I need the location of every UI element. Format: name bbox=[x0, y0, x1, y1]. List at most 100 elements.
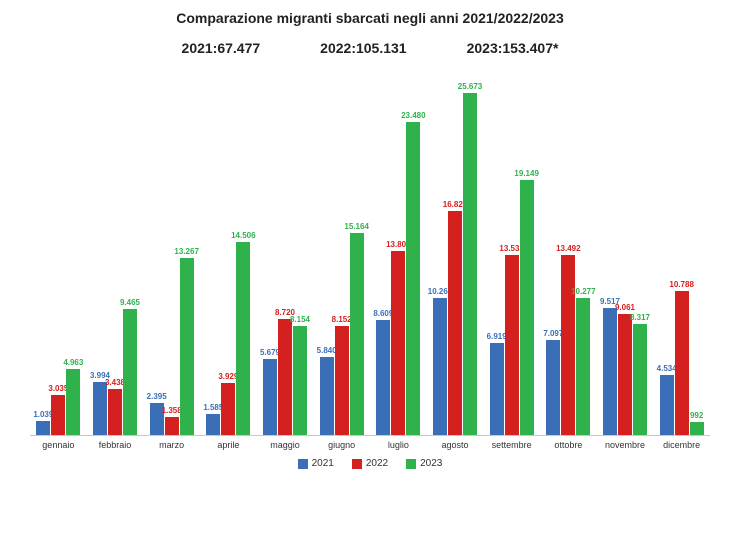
chart-title: Comparazione migranti sbarcati negli ann… bbox=[0, 0, 740, 26]
legend-item-2021: 2021 bbox=[298, 458, 334, 469]
bar-2022: 13.802 bbox=[391, 251, 405, 435]
bar-2022: 13.492 bbox=[561, 255, 575, 435]
bar-value-label: 3.035 bbox=[48, 384, 68, 395]
bar-2023: 4.963 bbox=[66, 369, 80, 435]
legend-label: 2021 bbox=[312, 458, 334, 469]
x-axis-label: gennaio bbox=[42, 440, 74, 450]
chart-area: 1.0393.0354.9633.9943.4389.4652.3951.358… bbox=[20, 66, 720, 456]
bar-2023: 13.267 bbox=[180, 258, 194, 435]
x-axis-labels: gennaiofebbraiomarzoaprilemaggiogiugnolu… bbox=[30, 438, 710, 456]
bar-group: 1.0393.0354.963 bbox=[36, 369, 81, 435]
bar-2022: 8.720 bbox=[278, 319, 292, 435]
x-axis-label: aprile bbox=[217, 440, 239, 450]
bar-2021: 6.919 bbox=[490, 343, 504, 435]
legend-item-2022: 2022 bbox=[352, 458, 388, 469]
bar-2021: 8.609 bbox=[376, 320, 390, 435]
x-axis-label: novembre bbox=[605, 440, 645, 450]
bar-value-label: 1.585 bbox=[203, 403, 223, 414]
bar-value-label: 992 bbox=[690, 411, 703, 422]
legend-swatch bbox=[352, 459, 362, 469]
bar-2023: 15.164 bbox=[350, 233, 364, 435]
bar-2022: 8.152 bbox=[335, 326, 349, 435]
bar-2023: 14.506 bbox=[236, 242, 250, 435]
x-axis-label: luglio bbox=[388, 440, 409, 450]
bar-value-label: 8.609 bbox=[373, 309, 393, 320]
bar-value-label: 8.152 bbox=[332, 315, 352, 326]
bar-value-label: 23.480 bbox=[401, 111, 425, 122]
bar-2022: 9.061 bbox=[618, 314, 632, 435]
bar-2022: 13.533 bbox=[505, 255, 519, 435]
bar-2021: 1.039 bbox=[36, 421, 50, 435]
bar-group: 8.60913.80223.480 bbox=[376, 122, 421, 435]
bar-value-label: 4.963 bbox=[63, 358, 83, 369]
legend-label: 2022 bbox=[366, 458, 388, 469]
bar-value-label: 8.317 bbox=[630, 313, 650, 324]
bar-2021: 9.517 bbox=[603, 308, 617, 435]
x-axis-label: dicembre bbox=[663, 440, 700, 450]
bar-value-label: 10.788 bbox=[669, 280, 693, 291]
totals-row: 2021:67.477 2022:105.131 2023:153.407* bbox=[0, 26, 740, 66]
x-axis-label: ottobre bbox=[554, 440, 582, 450]
legend-label: 2023 bbox=[420, 458, 442, 469]
x-axis-label: giugno bbox=[328, 440, 355, 450]
total-2022: 2022:105.131 bbox=[320, 40, 406, 56]
legend-swatch bbox=[298, 459, 308, 469]
bar-2022: 1.358 bbox=[165, 417, 179, 435]
bar-value-label: 25.673 bbox=[458, 82, 482, 93]
bar-group: 10.26916.82225.673 bbox=[433, 93, 478, 435]
bar-group: 2.395 1.35813.267 bbox=[149, 258, 194, 435]
bar-2023: 8.317 bbox=[633, 324, 647, 435]
bar-value-label: 3.438 bbox=[105, 378, 125, 389]
bar-group: 3.9943.4389.465 bbox=[93, 309, 138, 435]
bar-2022: 3.929 bbox=[221, 383, 235, 435]
bar-value-label: 14.506 bbox=[231, 231, 255, 242]
bar-value-label: 15.164 bbox=[344, 222, 368, 233]
bar-2022: 3.035 bbox=[51, 395, 65, 435]
bar-2023: 992 bbox=[690, 422, 704, 435]
bar-value-label: 7.097 bbox=[543, 329, 563, 340]
x-axis-label: agosto bbox=[441, 440, 468, 450]
x-axis-label: marzo bbox=[159, 440, 184, 450]
bar-value-label: 1.039 bbox=[33, 410, 53, 421]
bar-value-label: 13.267 bbox=[174, 247, 198, 258]
x-axis-label: maggio bbox=[270, 440, 300, 450]
bar-2021: 3.994 bbox=[93, 382, 107, 435]
bar-value-label: 6.919 bbox=[487, 332, 507, 343]
legend: 2021 2022 2023 bbox=[0, 456, 740, 469]
bar-group: 4.53410.788992 bbox=[659, 291, 704, 435]
bar-group: 5.6798.7208.154 bbox=[263, 319, 308, 435]
total-2021: 2021:67.477 bbox=[182, 40, 261, 56]
bar-value-label: 8.154 bbox=[290, 315, 310, 326]
bar-2021: 1.585 bbox=[206, 414, 220, 435]
bar-group: 7.09713.49210.277 bbox=[546, 255, 591, 435]
total-2023: 2023:153.407* bbox=[467, 40, 559, 56]
bar-group: 5.8408.15215.164 bbox=[319, 233, 364, 435]
bar-2021: 5.679 bbox=[263, 359, 277, 435]
bar-group: 9.5179.0618.317 bbox=[603, 308, 648, 435]
plot-area: 1.0393.0354.9633.9943.4389.4652.3951.358… bbox=[30, 76, 710, 436]
bar-2021: 10.269 bbox=[433, 298, 447, 435]
bar-2021: 5.840 bbox=[320, 357, 334, 435]
bar-2022: 16.822 bbox=[448, 211, 462, 435]
bar-value-label: 13.492 bbox=[556, 244, 580, 255]
bar-2023: 25.673 bbox=[463, 93, 477, 435]
bar-group: 1.5853.92914.506 bbox=[206, 242, 251, 435]
bar-value-label: 2.395 bbox=[147, 392, 167, 403]
bar-value-label: 5.679 bbox=[260, 348, 280, 359]
bar-2023: 9.465 bbox=[123, 309, 137, 435]
bar-2022: 3.438 bbox=[108, 389, 122, 435]
bar-2023: 19.149 bbox=[520, 180, 534, 435]
bar-2023: 23.480 bbox=[406, 122, 420, 435]
bar-2023: 8.154 bbox=[293, 326, 307, 435]
bar-value-label: 3.929 bbox=[218, 372, 238, 383]
bar-value-label: 19.149 bbox=[514, 169, 538, 180]
bar-2021: 7.097 bbox=[546, 340, 560, 435]
bar-value-label: 9.465 bbox=[120, 298, 140, 309]
bar-value-label: 10.277 bbox=[571, 287, 595, 298]
bar-value-label: 1.358 bbox=[162, 406, 182, 417]
bar-2022: 10.788 bbox=[675, 291, 689, 435]
legend-item-2023: 2023 bbox=[406, 458, 442, 469]
x-axis-label: settembre bbox=[492, 440, 532, 450]
bar-2023: 10.277 bbox=[576, 298, 590, 435]
bar-value-label: 4.534 bbox=[657, 364, 677, 375]
